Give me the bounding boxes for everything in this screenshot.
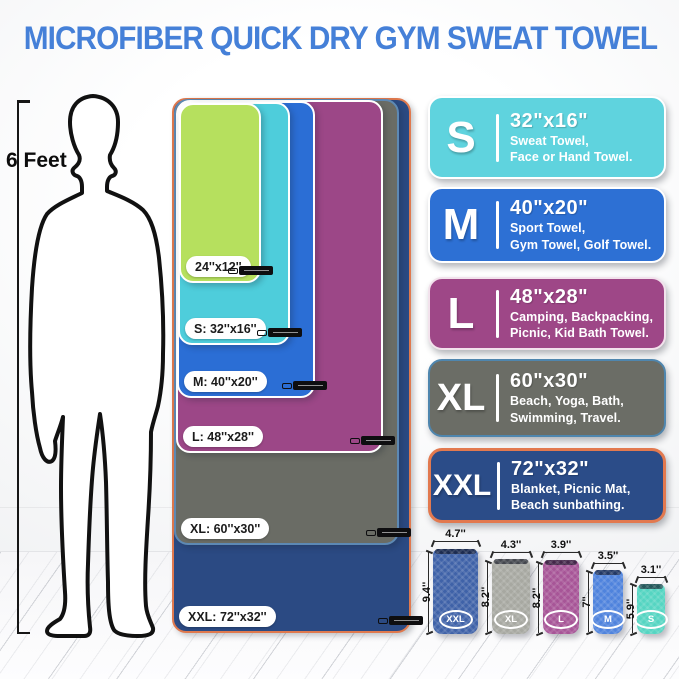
brand-tag xyxy=(282,381,327,390)
folded-size-badge-s: S xyxy=(634,610,668,629)
height-dimension-line-l: 8.2'' xyxy=(531,563,543,633)
folded-towel-m: M xyxy=(591,570,625,634)
folded-towel-xxl: XXL xyxy=(433,549,478,634)
card-dimensions: 48"x28" xyxy=(510,285,589,308)
folded-towel-l: L xyxy=(543,560,579,634)
folded-towel-s: S xyxy=(634,584,668,634)
towel-fold-band xyxy=(545,560,577,565)
size-letter: L xyxy=(447,288,475,338)
folded-size-badge-xxl: XXL xyxy=(438,610,473,629)
width-dimension-line-s: 3.1'' xyxy=(637,564,665,578)
folded-size-badge-xl: XL xyxy=(494,610,528,629)
card-divider xyxy=(496,374,499,422)
towel-fold-band xyxy=(494,559,528,564)
size-letter: XL xyxy=(436,377,486,419)
size-card-xxl: XXL 72"x32" Blanket, Picnic Mat, Beach s… xyxy=(428,448,666,523)
towel-size-pill-l: L: 48''x28'' xyxy=(183,426,263,447)
height-dimension-line-xl: 8.2'' xyxy=(480,562,492,632)
brand-tag xyxy=(257,328,302,337)
width-dimension-line-xxl: 4.7'' xyxy=(433,528,478,542)
card-divider xyxy=(496,113,499,162)
card-use-line: Beach sunbathing. xyxy=(511,498,625,512)
size-letter: XXL xyxy=(432,468,492,502)
card-use-line: Gym Towel, Golf Towel. xyxy=(510,237,652,252)
towel-size-pill-24x12: 24''x12'' xyxy=(186,256,251,277)
size-card-l: L 48"x28" Camping, Backpacking, Picnic, … xyxy=(428,277,666,350)
card-dimensions: 32"x16" xyxy=(510,109,589,132)
card-dimensions: 40"x20" xyxy=(510,197,589,219)
stacked-towel-24x12: 24''x12'' xyxy=(179,103,273,283)
towel-size-pill-xl: XL: 60''x30'' xyxy=(181,518,270,539)
card-divider xyxy=(497,461,500,510)
size-letter: S xyxy=(446,112,476,162)
brand-tag xyxy=(350,436,395,445)
card-dimensions: 60"x30" xyxy=(510,370,589,392)
height-label: 6 Feet xyxy=(6,149,67,172)
height-dimension-line-xxl: 9.4'' xyxy=(421,552,433,632)
towel-fold-band xyxy=(435,549,476,554)
size-card-m: M 40"x20" Sport Towel, Gym Towel, Golf T… xyxy=(428,187,666,263)
card-use-line: Camping, Backpacking, xyxy=(510,309,654,324)
height-measure-bracket xyxy=(17,100,31,634)
size-card-xl: XL 60"x30" Beach, Yoga, Bath, Swimming, … xyxy=(428,359,666,437)
width-dimension-line-l: 3.9'' xyxy=(543,539,579,553)
towel-fold-band xyxy=(595,570,621,575)
brand-tag xyxy=(378,616,423,625)
towel-fold-band xyxy=(639,584,663,589)
height-dimension-line-m: 7'' xyxy=(581,572,593,632)
card-use-line: Swimming, Travel. xyxy=(510,410,621,425)
card-use-line: Sport Towel, xyxy=(510,221,586,235)
card-use-line: Face or Hand Towel. xyxy=(510,150,633,164)
size-card-s: S 32"x16" Sweat Towel, Face or Hand Towe… xyxy=(428,96,666,179)
size-letter: M xyxy=(442,200,480,249)
folded-size-badge-m: M xyxy=(591,610,625,629)
height-dimension-line-s: 5.9'' xyxy=(625,585,637,633)
towel-size-pill-xxl: XXL: 72''x32'' xyxy=(179,606,276,627)
card-divider xyxy=(496,289,499,338)
card-use-line: Blanket, Picnic Mat, xyxy=(511,481,631,496)
brand-tag xyxy=(228,266,273,275)
towel-size-pill-m: M: 40''x20'' xyxy=(184,371,267,392)
page-title: MICROFIBER QUICK DRY GYM SWEAT TOWEL xyxy=(23,20,658,56)
width-dimension-line-m: 3.5'' xyxy=(593,550,623,564)
brand-tag xyxy=(366,528,411,537)
folded-size-badge-l: L xyxy=(544,610,578,629)
folded-towel-xl: XL xyxy=(492,559,530,634)
card-use-line: Picnic, Kid Bath Towel. xyxy=(510,326,649,340)
card-divider xyxy=(496,201,499,249)
towel-size-pill-s: S: 32''x16'' xyxy=(185,318,266,339)
card-dimensions: 72"x32" xyxy=(511,457,590,480)
card-use-line: Sweat Towel, xyxy=(510,133,589,148)
width-dimension-line-xl: 4.3'' xyxy=(492,539,530,553)
human-silhouette xyxy=(28,94,166,638)
card-use-line: Beach, Yoga, Bath, xyxy=(510,394,624,408)
